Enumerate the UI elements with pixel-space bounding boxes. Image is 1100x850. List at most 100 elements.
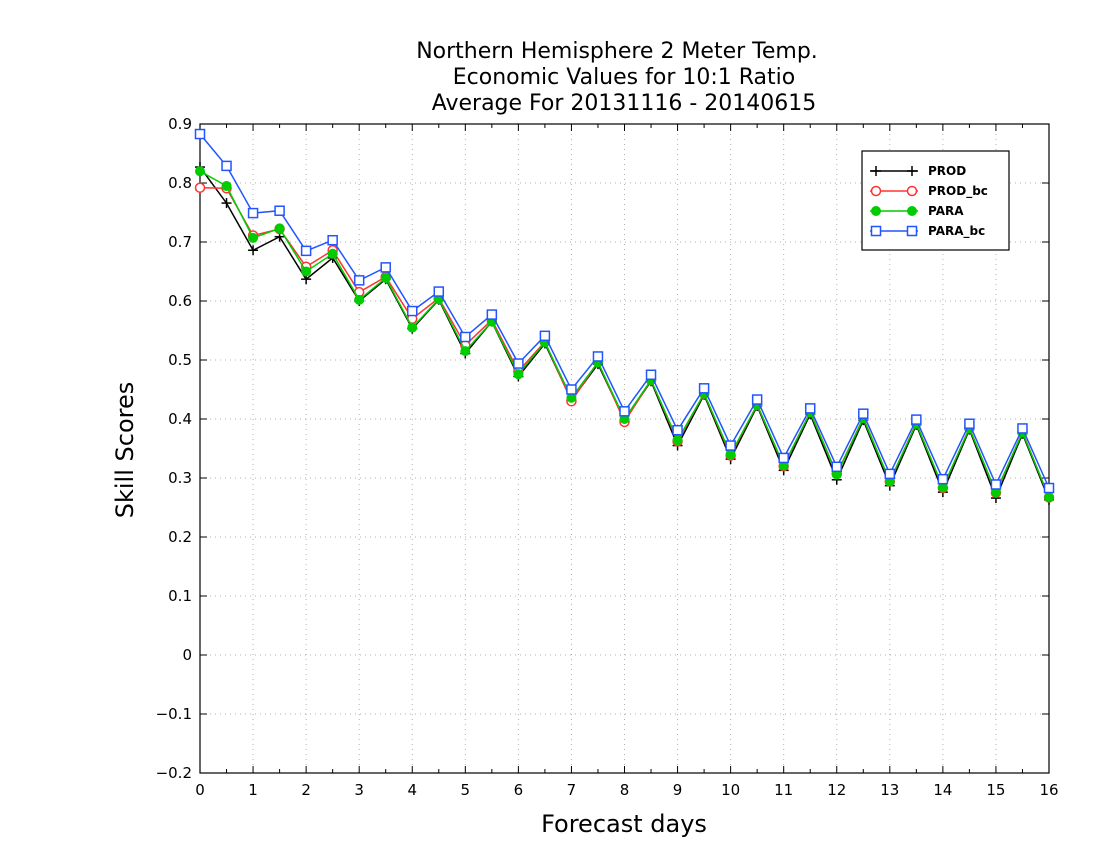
legend-item-prod-bc: PROD_bc — [870, 184, 988, 199]
legend-label: PARA — [928, 204, 964, 218]
data-point-para-bc — [486, 309, 498, 320]
x-tick-label: 2 — [301, 781, 311, 799]
data-point-para-bc — [274, 205, 285, 216]
legend-box — [861, 150, 1010, 251]
legend-marker — [870, 185, 882, 197]
x-tick-label: 15 — [986, 781, 1005, 799]
legend-marker — [907, 166, 917, 176]
x-tick-label: 7 — [567, 781, 577, 799]
data-point-para-bc — [566, 384, 577, 395]
y-tick-label: 0.5 — [168, 351, 192, 369]
data-point-para-bc — [380, 262, 391, 273]
legend-item-para: PARA — [870, 204, 964, 218]
y-tick-label: 0.7 — [168, 233, 192, 251]
x-tick-label: 13 — [880, 781, 899, 799]
chart-title-line-3: Average For 20131116 - 20140615 — [432, 91, 817, 116]
y-tick-label: −0.1 — [156, 705, 192, 723]
data-point-para-bc — [194, 128, 206, 140]
axis-ticks — [199, 123, 1050, 774]
y-tick-label: 0 — [182, 646, 192, 664]
data-point-para — [1044, 492, 1054, 503]
y-tick-label: 0.8 — [168, 174, 192, 192]
data-point-para-bc — [725, 440, 736, 451]
legend: PROD PROD_bc PARA PARA_bc — [861, 150, 1010, 251]
x-tick-label: 3 — [354, 781, 364, 799]
data-point-para — [672, 435, 683, 446]
x-tick-label: 14 — [933, 781, 952, 799]
data-point-para-bc — [884, 468, 896, 480]
chart-title-line-1: Northern Hemisphere 2 Meter Temp. — [416, 39, 818, 64]
data-point-para-bc — [327, 234, 338, 246]
data-point-para-bc — [353, 275, 365, 286]
data-point-para — [725, 449, 736, 460]
x-tick-label: 0 — [195, 781, 205, 799]
data-point-para — [301, 266, 312, 277]
series-para-bc — [194, 128, 1055, 494]
data-point-para — [380, 272, 391, 283]
data-point-para — [195, 166, 205, 177]
x-tick-label: 4 — [407, 781, 417, 799]
data-point-para-bc — [513, 358, 524, 369]
data-point-para-bc — [831, 461, 842, 473]
x-tick-labels: 0 1 2 3 4 5 6 7 8 9 10 11 12 13 14 15 16 — [195, 781, 1058, 799]
y-tick-labels: −0.2 −0.1 0 0.1 0.2 0.3 0.4 0.5 0.6 0.7 0.8 0.9 — [156, 115, 192, 782]
data-point-para-bc — [778, 452, 789, 464]
data-point-para-bc — [990, 479, 1002, 490]
data-point-para — [274, 223, 285, 234]
data-point-para-bc — [645, 369, 657, 380]
x-tick-label: 9 — [673, 781, 683, 799]
x-tick-label: 10 — [721, 781, 740, 799]
data-point-para-bc — [672, 424, 683, 436]
legend-item-para-bc: PARA_bc — [870, 224, 985, 239]
data-point-para-bc — [964, 418, 975, 429]
y-axis-title: Skill Scores — [111, 382, 139, 519]
legend-item-prod: PROD — [870, 164, 966, 178]
x-tick-label: 11 — [774, 781, 793, 799]
data-point-para-bc — [592, 351, 604, 362]
data-point-prod-bc — [194, 182, 206, 193]
legend-marker — [907, 206, 917, 216]
y-tick-label: 0.1 — [168, 587, 192, 605]
x-tick-label: 6 — [514, 781, 524, 799]
data-point-para-bc — [751, 394, 763, 405]
x-tick-label: 16 — [1039, 781, 1058, 799]
data-point-para-bc — [460, 331, 471, 343]
data-point-para-bc — [1043, 482, 1055, 494]
x-tick-label: 8 — [620, 781, 630, 799]
data-point-para-bc — [619, 406, 630, 417]
data-point-para — [513, 369, 524, 380]
data-point-para-bc — [1017, 423, 1028, 434]
y-tick-label: −0.2 — [156, 764, 192, 782]
x-axis-title: Forecast days — [541, 810, 707, 838]
y-tick-label: 0.2 — [168, 528, 192, 546]
data-point-para — [327, 248, 338, 259]
data-point-para — [407, 322, 418, 333]
data-point-para-bc — [221, 160, 232, 172]
chart-title-line-2: Economic Values for 10:1 Ratio — [453, 65, 795, 90]
y-tick-label: 0.9 — [168, 115, 192, 133]
series-layer — [194, 128, 1055, 505]
y-tick-label: 0.4 — [168, 410, 192, 428]
data-point-para-bc — [911, 414, 922, 425]
y-tick-label: 0.3 — [168, 469, 192, 487]
x-tick-label: 1 — [248, 781, 258, 799]
legend-marker — [871, 166, 881, 176]
legend-marker — [870, 225, 882, 237]
data-point-para-bc — [804, 403, 816, 414]
x-tick-label: 5 — [461, 781, 471, 799]
data-point-para-bc — [698, 383, 710, 394]
x-tick-label: 12 — [827, 781, 846, 799]
legend-label: PROD_bc — [928, 184, 988, 199]
legend-marker — [906, 185, 918, 197]
legend-label: PROD — [928, 164, 966, 178]
data-point-para — [460, 346, 471, 357]
data-point-para-bc — [407, 305, 418, 317]
y-tick-label: 0.6 — [168, 292, 192, 310]
data-point-prod — [221, 198, 232, 209]
data-point-para-bc — [433, 286, 445, 297]
data-point-para-bc — [937, 473, 949, 485]
data-point-para-bc — [858, 408, 869, 419]
data-point-para-bc — [247, 207, 259, 219]
data-point-para — [354, 294, 365, 305]
